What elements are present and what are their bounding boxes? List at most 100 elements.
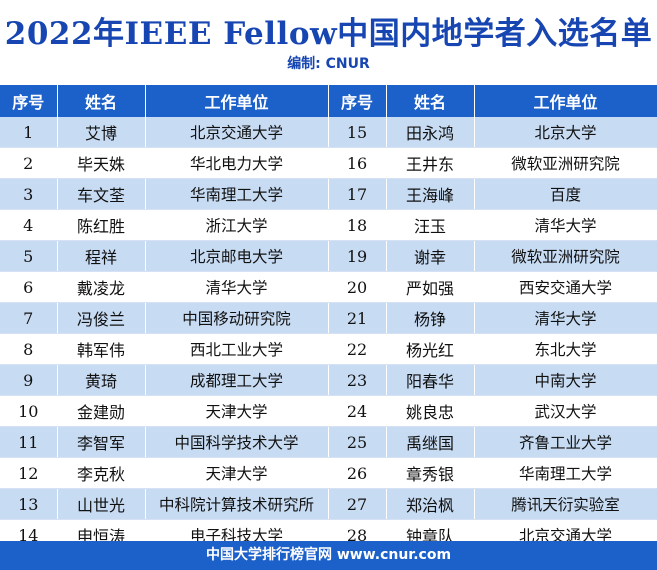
- fellow-table: 序号 姓名 工作单位 序号 姓名 工作单位 1 艾博 北京交通大学 15 田永鸿 北京大学 2 毕天姝华…: [0, 85, 657, 551]
- affiliation-cell: 成都理工大学: [145, 364, 329, 396]
- index-cell: 18: [328, 209, 387, 241]
- col-header-index: 序号: [0, 85, 58, 117]
- footer: 中国大学排行榜官网 www.cnur.com: [0, 541, 657, 570]
- name-cell: 李克秋: [57, 457, 146, 489]
- name-cell: 郑治枫: [386, 488, 475, 520]
- name-cell: 杨铮: [386, 302, 475, 334]
- index-cell: 13: [0, 488, 58, 520]
- index-cell: 17: [328, 178, 387, 210]
- name-cell: 王井东: [386, 147, 475, 179]
- table-body: 1 艾博 北京交通大学 15 田永鸿 北京大学 2 毕天姝 华北电力大学 16 王井东 微软亚洲研究院…: [0, 117, 657, 551]
- affiliation-cell: 天津大学: [145, 457, 329, 489]
- name-cell: 冯俊兰: [57, 302, 146, 334]
- affiliation-cell: 清华大学: [474, 209, 657, 241]
- index-cell: 6: [0, 271, 58, 303]
- index-cell: 7: [0, 302, 58, 334]
- affiliation-cell: 北京交通大学: [145, 117, 329, 148]
- table-row: 11 李智军 中国科学技术大学 25 禹继国 齐鲁工业大学: [0, 426, 657, 458]
- table-row: 3 车文荃 华南理工大学 17 王海峰 百度: [0, 178, 657, 210]
- affiliation-cell: 中科院计算技术研究所: [145, 488, 329, 520]
- index-cell: 27: [328, 488, 387, 520]
- affiliation-cell: 天津大学: [145, 395, 329, 427]
- affiliation-cell: 中南大学: [474, 364, 657, 396]
- name-cell: 姚良忠: [386, 395, 475, 427]
- affiliation-cell: 武汉大学: [474, 395, 657, 427]
- affiliation-cell: 微软亚洲研究院: [474, 240, 657, 272]
- affiliation-cell: 齐鲁工业大学: [474, 426, 657, 458]
- index-cell: 21: [328, 302, 387, 334]
- index-cell: 10: [0, 395, 58, 427]
- affiliation-cell: 中国科学技术大学: [145, 426, 329, 458]
- affiliation-cell: 华南理工大学: [474, 457, 657, 489]
- affiliation-cell: 北京邮电大学: [145, 240, 329, 272]
- affiliation-cell: 微软亚洲研究院: [474, 147, 657, 179]
- table-row: 2 毕天姝 华北电力大学 16 王井东 微软亚洲研究院: [0, 147, 657, 179]
- table-row: 7 冯俊兰 中国移动研究院 21 杨铮 清华大学: [0, 302, 657, 334]
- col-header-affiliation: 工作单位: [145, 85, 329, 117]
- name-cell: 陈红胜: [57, 209, 146, 241]
- table-header-row: 序号 姓名 工作单位 序号 姓名 工作单位: [0, 85, 657, 117]
- index-cell: 3: [0, 178, 58, 210]
- affiliation-cell: 东北大学: [474, 333, 657, 365]
- name-cell: 杨光红: [386, 333, 475, 365]
- table-row: 6 戴凌龙 清华大学 20 严如强 西安交通大学: [0, 271, 657, 303]
- header: 2022年IEEE Fellow中国内地学者入选名单 编制: CNUR: [0, 0, 657, 82]
- index-cell: 8: [0, 333, 58, 365]
- name-cell: 严如强: [386, 271, 475, 303]
- name-cell: 韩军伟: [57, 333, 146, 365]
- index-cell: 12: [0, 457, 58, 489]
- name-cell: 程祥: [57, 240, 146, 272]
- index-cell: 1: [0, 117, 58, 148]
- table-row: 8 韩军伟 西北工业大学 22 杨光红 东北大学: [0, 333, 657, 365]
- name-cell: 黄琦: [57, 364, 146, 396]
- table-row: 5 程祥 北京邮电大学 19 谢幸 微软亚洲研究院: [0, 240, 657, 272]
- table-row: 1 艾博 北京交通大学 15 田永鸿 北京大学: [0, 117, 657, 148]
- index-cell: 25: [328, 426, 387, 458]
- name-cell: 汪玉: [386, 209, 475, 241]
- affiliation-cell: 浙江大学: [145, 209, 329, 241]
- index-cell: 22: [328, 333, 387, 365]
- name-cell: 禹继国: [386, 426, 475, 458]
- col-header-affiliation-2: 工作单位: [474, 85, 657, 117]
- index-cell: 15: [328, 117, 387, 148]
- affiliation-cell: 西安交通大学: [474, 271, 657, 303]
- table-row: 12 李克秋 天津大学 26 章秀银 华南理工大学: [0, 457, 657, 489]
- table-row: 4 陈红胜 浙江大学 18 汪玉 清华大学: [0, 209, 657, 241]
- index-cell: 16: [328, 147, 387, 179]
- index-cell: 2: [0, 147, 58, 179]
- name-cell: 艾博: [57, 117, 146, 148]
- affiliation-cell: 华北电力大学: [145, 147, 329, 179]
- page-title: 2022年IEEE Fellow中国内地学者入选名单: [4, 16, 653, 52]
- name-cell: 章秀银: [386, 457, 475, 489]
- name-cell: 谢幸: [386, 240, 475, 272]
- index-cell: 24: [328, 395, 387, 427]
- name-cell: 阳春华: [386, 364, 475, 396]
- name-cell: 毕天姝: [57, 147, 146, 179]
- name-cell: 李智军: [57, 426, 146, 458]
- affiliation-cell: 百度: [474, 178, 657, 210]
- name-cell: 王海峰: [386, 178, 475, 210]
- col-header-name-2: 姓名: [386, 85, 475, 117]
- affiliation-cell: 中国移动研究院: [145, 302, 329, 334]
- name-cell: 田永鸿: [386, 117, 475, 148]
- table-row: 9 黄琦 成都理工大学 23 阳春华 中南大学: [0, 364, 657, 396]
- index-cell: 20: [328, 271, 387, 303]
- table-row: 10 金建勋 天津大学 24 姚良忠 武汉大学: [0, 395, 657, 427]
- col-header-index-2: 序号: [328, 85, 387, 117]
- table-row: 13 山世光 中科院计算技术研究所 27 郑治枫 腾讯天衍实验室: [0, 488, 657, 520]
- index-cell: 19: [328, 240, 387, 272]
- index-cell: 4: [0, 209, 58, 241]
- name-cell: 戴凌龙: [57, 271, 146, 303]
- affiliation-cell: 西北工业大学: [145, 333, 329, 365]
- page-subtitle: 编制: CNUR: [287, 56, 370, 72]
- col-header-name: 姓名: [57, 85, 146, 117]
- index-cell: 23: [328, 364, 387, 396]
- affiliation-cell: 华南理工大学: [145, 178, 329, 210]
- index-cell: 11: [0, 426, 58, 458]
- affiliation-cell: 清华大学: [474, 302, 657, 334]
- name-cell: 车文荃: [57, 178, 146, 210]
- affiliation-cell: 清华大学: [145, 271, 329, 303]
- index-cell: 26: [328, 457, 387, 489]
- affiliation-cell: 腾讯天衍实验室: [474, 488, 657, 520]
